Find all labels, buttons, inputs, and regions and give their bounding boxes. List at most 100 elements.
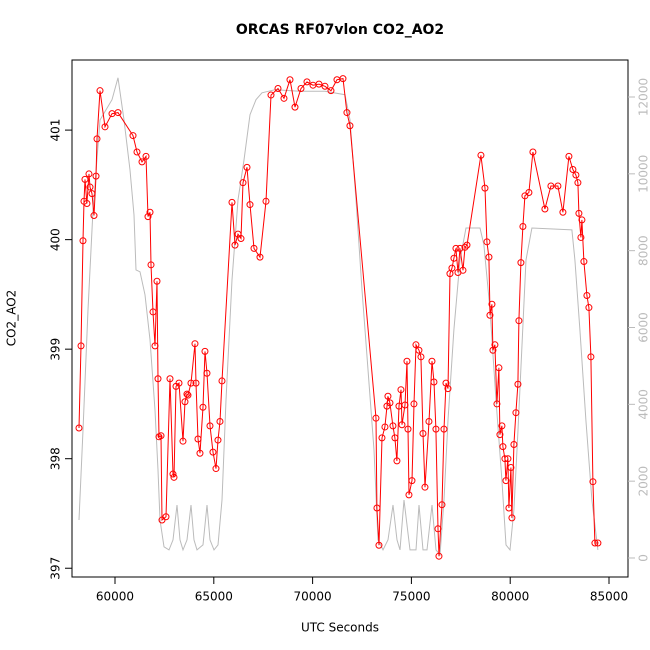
data-point [194,435,202,443]
data-point [96,87,104,95]
y-tick-label: 400 [49,228,63,251]
data-point [428,357,436,365]
data-point [496,431,504,439]
data-point [477,151,485,159]
data-point [157,432,165,440]
plot-frame [71,59,629,578]
data-point [499,443,507,451]
data-point [401,401,409,409]
data-point [444,385,452,393]
data-point [434,525,442,533]
data-point [199,403,207,411]
data-point [339,75,347,83]
data-point [459,266,467,274]
data-point [450,254,458,262]
y2-tick-label: 2000 [637,466,650,497]
data-point [498,422,506,430]
data-point [203,369,211,377]
data-point [243,163,251,171]
data-point [169,470,177,478]
data-point [514,380,522,388]
data-point [378,434,386,442]
data-point [404,425,412,433]
data-point [303,78,311,86]
data-point [389,422,397,430]
data-point [179,437,187,445]
data-point [575,209,583,217]
data-point [512,409,520,417]
data-point [144,213,152,221]
data-point [246,201,254,209]
data-point [493,400,501,408]
data-point [291,103,299,111]
data-point [507,463,515,471]
data-point [452,244,460,252]
data-point [92,172,100,180]
data-point [391,434,399,442]
data-point [237,235,245,243]
data-point [580,258,588,266]
y-tick-label: 399 [49,338,63,361]
data-point [419,430,427,438]
x-tick-label: 85000 [590,590,628,604]
y-axis-label: CO2_AO2 [5,290,19,347]
data-point [491,341,499,349]
data-point [412,341,420,349]
data-point [146,208,154,216]
data-point [373,504,381,512]
data-point [228,198,236,206]
data-point [519,222,527,230]
data-point [231,241,239,249]
data-point [505,504,513,512]
data-point [508,514,516,522]
data-point [515,317,523,325]
data-point [461,243,469,251]
data-point [405,491,413,499]
data-point [218,377,226,385]
data-point [166,375,174,383]
data-point [181,398,189,406]
data-point [75,424,83,432]
data-point [151,342,159,350]
x-tick-label: 65000 [195,590,233,604]
data-point [438,501,446,509]
data-point [286,76,294,84]
data-point [583,291,591,299]
y-tick-label: 398 [49,447,63,470]
data-point [343,109,351,117]
data-point [456,244,464,252]
data-point [114,109,122,117]
y2-tick-label: 0 [637,554,650,562]
data-point [274,84,282,92]
data-point [432,425,440,433]
data-point [430,378,438,386]
data-point [133,148,141,156]
data-point [93,135,101,143]
data-point [183,390,191,398]
data-point [147,261,155,269]
data-point [591,539,599,547]
data-point [386,399,394,407]
data-point [83,199,91,207]
x-tick-label: 70000 [294,590,332,604]
data-point [297,84,305,92]
data-point [214,436,222,444]
data-point [483,238,491,246]
data-point [574,179,582,187]
data-point [587,353,595,361]
data-point [488,300,496,308]
y-tick-label: 401 [49,119,63,142]
data-point [510,440,518,448]
data-point [448,264,456,272]
data-point [415,346,423,354]
data-point [397,386,405,394]
x-tick-label: 75000 [392,590,430,604]
data-point [321,82,329,90]
data-point [577,233,585,241]
data-point [256,253,264,261]
data-point [485,253,493,261]
data-point [184,391,192,399]
data-point [206,422,214,430]
data-point [541,205,549,213]
data-point [440,425,448,433]
